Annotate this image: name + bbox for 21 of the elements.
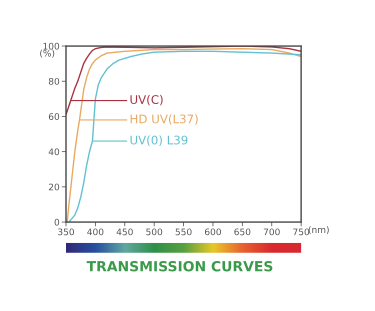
y-tick-label: 0 — [54, 218, 60, 226]
y-axis-title: (%) — [40, 50, 54, 58]
x-tick-label: 650 — [234, 228, 250, 236]
y-tick-label: 100 — [44, 42, 60, 50]
x-tick-label: 750 — [293, 228, 310, 236]
x-tick-label: 550 — [176, 228, 192, 236]
y-tick-label: 60 — [48, 113, 60, 120]
x-tick-label: 600 — [204, 228, 221, 236]
y-tick-label: 40 — [48, 148, 60, 156]
x-axis-title: (nm) — [308, 226, 329, 234]
legend-label: HD UV(L37) — [130, 114, 198, 125]
x-tick-label: 450 — [116, 228, 133, 236]
text: TRANSMISSION CURVES — [86, 260, 272, 272]
x-tick-label: 500 — [146, 228, 162, 236]
x-tick-label: 400 — [87, 228, 104, 236]
legend-label: UV(C) — [130, 94, 163, 106]
legend-label: UV(0) L39 — [130, 135, 188, 146]
y-tick-label: 20 — [48, 184, 60, 190]
x-tick-label: 700 — [264, 228, 280, 236]
x-tick-label: 350 — [58, 228, 74, 236]
y-tick-label: 80 — [48, 78, 60, 85]
